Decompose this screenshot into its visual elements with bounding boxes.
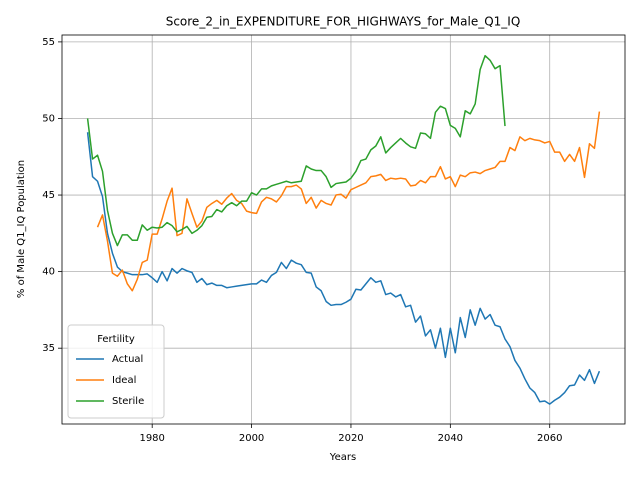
y-axis-label: % of Male Q1_IQ Population xyxy=(16,160,27,298)
legend-title: Fertility xyxy=(97,334,135,345)
legend-label: Sterile xyxy=(112,396,144,407)
legend-label: Actual xyxy=(112,354,143,365)
x-axis-label: Years xyxy=(329,452,356,463)
legend-label: Ideal xyxy=(112,375,136,386)
y-tick-label: 40 xyxy=(42,267,55,278)
line-series xyxy=(96,111,601,292)
line-series xyxy=(86,54,506,247)
y-tick-label: 45 xyxy=(42,190,55,201)
y-tick-label: 50 xyxy=(42,113,55,124)
legend-box xyxy=(67,324,165,419)
plot-frame xyxy=(61,34,626,425)
legend: Fertility Actual Ideal Sterile xyxy=(67,324,165,419)
x-tick-label: 2040 xyxy=(438,433,463,444)
y-tick-label: 35 xyxy=(42,343,55,354)
x-tick-label: 1980 xyxy=(139,433,164,444)
y-tick-label: 55 xyxy=(42,37,55,48)
x-tick-label: 2020 xyxy=(338,433,363,444)
x-tick-label: 2000 xyxy=(239,433,264,444)
chart-title: Score_2_in_EXPENDITURE_FOR_HIGHWAYS_for_… xyxy=(166,15,521,29)
line-series xyxy=(86,132,601,405)
x-tick-label: 2060 xyxy=(537,433,562,444)
